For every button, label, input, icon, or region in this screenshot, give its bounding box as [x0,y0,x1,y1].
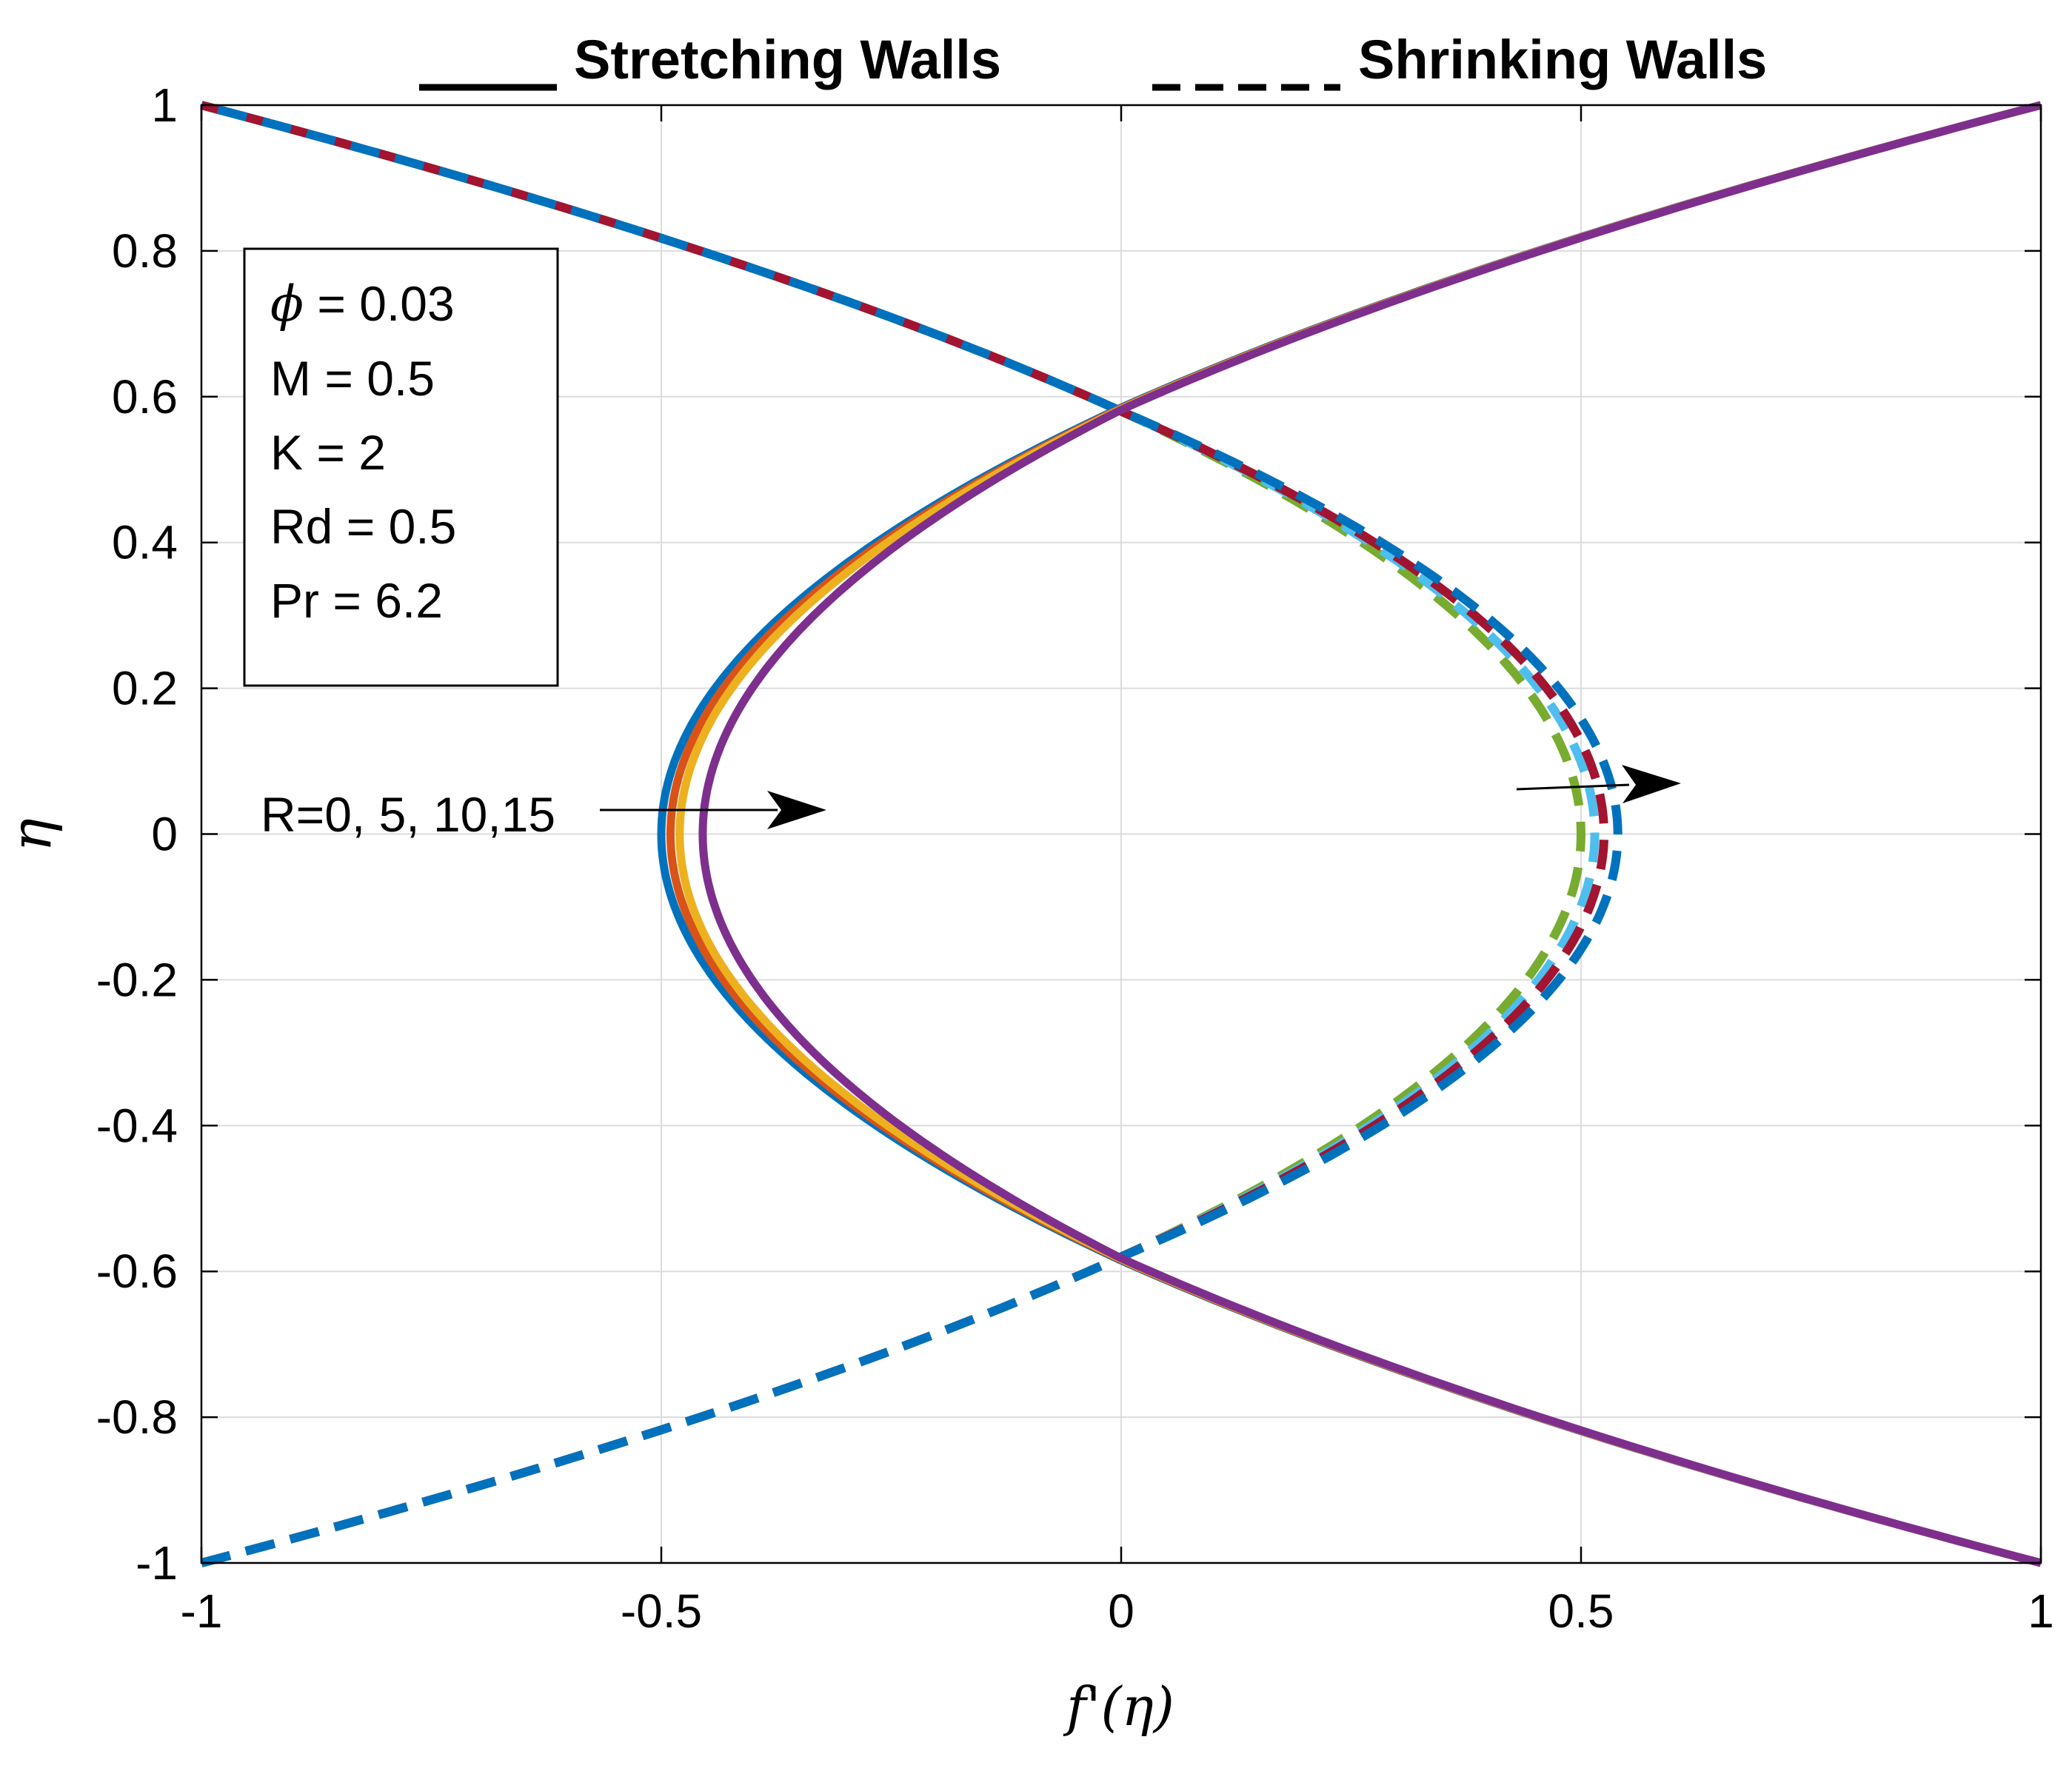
x-axis-label: f'(η) [1063,1675,1174,1738]
series-group [200,101,2042,1567]
x-tick-label: -1 [181,1584,223,1638]
param-box: ϕ = 0.03 M = 0.5 K = 2 Rd = 0.5 Pr = 6.2 [243,247,559,687]
series-line-solid-3 [698,101,2042,1567]
x-tick-label: -0.5 [621,1584,702,1638]
y-axis-label: η [0,818,64,852]
y-tick-label: 0.8 [112,224,178,278]
param-k: K = 2 [270,425,386,480]
y-tick-label: -0.2 [96,953,178,1006]
y-tick-label: 0.2 [112,662,178,715]
param-m: M = 0.5 [270,351,435,406]
y-tick-label: 0 [151,808,178,861]
tick-marks [200,104,2042,1564]
annotation: R=0, 5, 10,15 [261,765,1681,842]
y-tick-label: -0.8 [96,1390,178,1444]
series-line-dashed-7 [200,101,1622,1567]
y-tick-label: -0.6 [96,1245,178,1298]
y-tick-label: 0.6 [112,370,178,424]
legend: Stretching Walls Shrinking Walls [419,29,1767,91]
y-tick-label: 0.4 [112,516,178,569]
param-box-frame [243,247,559,687]
annotation-arrow-right-head [1622,765,1681,803]
param-phi: ϕ = 0.03 [270,275,455,332]
x-tick-label: 0.5 [1548,1584,1614,1638]
y-tick-label: 1 [151,78,178,132]
legend-dashed-label: Shrinking Walls [1358,29,1767,90]
annotation-label: R=0, 5, 10,15 [261,787,555,842]
y-tick-labels: 1 0.8 0.6 0.4 0.2 0 -0.2 -0.4 -0.6 -0.8 -1 [96,78,178,1590]
param-pr: Pr = 6.2 [270,573,443,628]
param-phi-symbol: ϕ [270,275,304,332]
y-tick-label: -1 [136,1536,178,1590]
x-tick-labels: -1 -0.5 0 0.5 1 [181,1584,2054,1638]
annotation-arrow-left-head [767,791,826,829]
x-tick-label: 1 [2028,1584,2054,1638]
param-phi-value: = 0.03 [304,276,455,331]
y-tick-label: -0.4 [96,1099,178,1152]
annotation-arrow-right-shaft [1516,783,1630,791]
x-tick-label: 0 [1108,1584,1134,1638]
param-rd: Rd = 0.5 [270,499,456,554]
legend-solid-label: Stretching Walls [574,29,1001,90]
